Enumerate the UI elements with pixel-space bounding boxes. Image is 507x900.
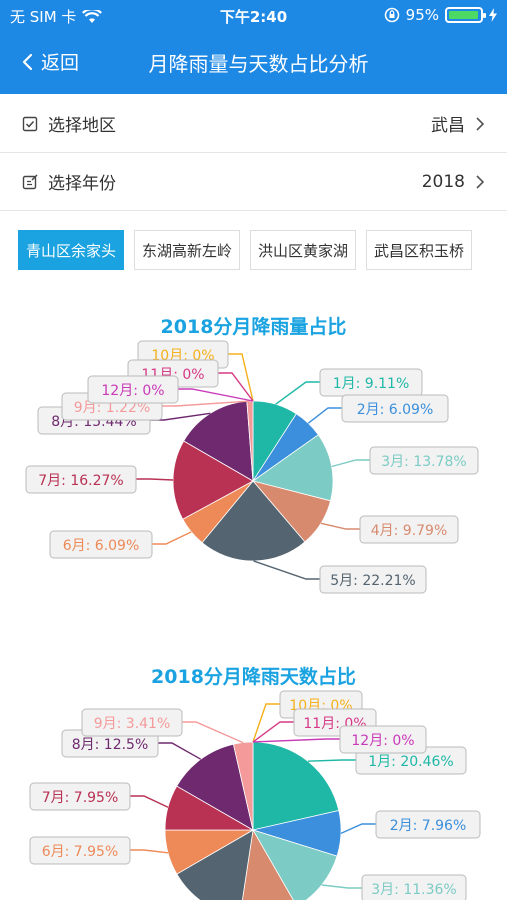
status-time: 下午2:40 xyxy=(219,8,288,26)
tab-station-4[interactable]: 武昌区积玉桥 xyxy=(366,230,473,270)
label-line-2 xyxy=(340,823,376,835)
label-line-10 xyxy=(252,703,280,743)
label-line-12 xyxy=(178,388,254,402)
label-line-6 xyxy=(130,849,169,854)
slice-label-3: 3月: 13.78% xyxy=(381,454,466,470)
chart-title-rain-days: 2018分月降雨天数占比 xyxy=(151,666,356,688)
label-box-9 xyxy=(81,708,183,737)
label-box-5 xyxy=(319,565,427,594)
slice-label-2: 2月: 6.09% xyxy=(357,402,434,418)
label-box-12 xyxy=(87,375,179,404)
label-box-3 xyxy=(361,874,467,900)
charging-icon xyxy=(489,8,497,22)
rainfall-pie-chart: 1月: 9.11% 2月: 6.09% 3月: 13.78% 4月: 9.79% 5月:… xyxy=(25,340,479,594)
region-value: 武昌 xyxy=(431,116,465,136)
slice-label-1: 1月: 9.11% xyxy=(333,376,410,392)
page-title: 月降雨量与天数占比分析 xyxy=(148,52,369,76)
label-box-2 xyxy=(341,394,449,423)
slice-label-7: 7月: 7.95% xyxy=(42,790,119,806)
label-line-5 xyxy=(253,560,320,580)
label-line-11 xyxy=(218,372,254,402)
wifi-icon xyxy=(82,9,103,23)
pie-slice-7[interactable] xyxy=(172,440,254,520)
label-box-6 xyxy=(29,836,131,865)
nav-bar: 返回 月降雨量与天数占比分析 xyxy=(0,30,507,94)
label-box-3 xyxy=(369,446,479,475)
chevron-left-icon xyxy=(22,53,33,70)
slice-label-12: 12月: 0% xyxy=(351,733,414,749)
chevron-right-icon xyxy=(476,116,485,131)
year-label: 选择年份 xyxy=(48,174,116,194)
chevron-right-icon xyxy=(476,174,485,189)
battery-percent: 95% xyxy=(405,6,439,24)
label-line-11 xyxy=(252,721,294,743)
slice-label-7: 7月: 16.27% xyxy=(38,473,123,489)
status-right: 95% xyxy=(384,6,497,24)
label-line-1 xyxy=(275,381,320,405)
back-label: 返回 xyxy=(41,52,80,74)
tab-station-1[interactable]: 青山区余家头 xyxy=(18,230,125,270)
pie-slice-5[interactable] xyxy=(201,480,306,562)
pie-slice-8[interactable] xyxy=(176,743,254,831)
slice-label-9: 9月: 1.22% xyxy=(74,400,151,416)
label-line-3 xyxy=(331,459,370,468)
carrier-text: 无 SIM 卡 xyxy=(10,8,77,26)
slice-label-9: 9月: 3.41% xyxy=(94,716,171,732)
tab-station-2[interactable]: 东湖高新左岭 xyxy=(134,230,241,270)
label-box-6 xyxy=(49,530,153,559)
label-box-2 xyxy=(375,810,481,839)
orientation-lock-icon xyxy=(384,7,399,23)
label-line-9 xyxy=(182,721,244,744)
status-bar: 无 SIM 卡 下午2:40 95% xyxy=(0,0,507,30)
label-line-7 xyxy=(136,478,174,481)
label-box-12 xyxy=(339,725,427,754)
label-line-6 xyxy=(152,531,192,545)
back-button[interactable]: 返回 xyxy=(22,48,79,75)
checkbox-icon xyxy=(22,116,38,131)
edit-icon xyxy=(22,173,38,189)
label-box-7 xyxy=(25,465,137,494)
label-line-3 xyxy=(321,884,362,889)
slice-label-12: 12月: 0% xyxy=(101,383,164,399)
pie-slice-3[interactable] xyxy=(252,829,338,900)
label-box-4 xyxy=(359,515,459,544)
station-tabs: 青山区余家头 东湖高新左岭 洪山区黄家湖 武昌区积玉桥 xyxy=(18,230,473,270)
region-select-row[interactable]: 选择地区 武昌 xyxy=(0,95,507,153)
slice-label-3: 3月: 11.36% xyxy=(371,882,456,898)
slice-label-5: 5月: 22.21% xyxy=(330,573,415,589)
region-label: 选择地区 xyxy=(48,116,116,136)
slice-label-6: 6月: 6.09% xyxy=(63,538,140,554)
year-select-row[interactable]: 选择年份 2018 xyxy=(0,153,507,211)
pie-slice-3[interactable] xyxy=(252,434,334,502)
pie-slice-4[interactable] xyxy=(240,828,297,900)
tab-station-3[interactable]: 洪山区黄家湖 xyxy=(250,230,357,270)
slice-label-4: 4月: 9.79% xyxy=(371,523,448,539)
label-box-7 xyxy=(29,782,131,811)
battery-icon xyxy=(445,7,486,23)
label-line-8 xyxy=(158,742,202,760)
label-line-2 xyxy=(307,407,342,424)
slice-label-2: 2月: 7.96% xyxy=(390,818,467,834)
chart-title-rainfall: 2018分月降雨量占比 xyxy=(160,316,347,338)
rain-days-pie-chart: 1月: 20.46% 2月: 7.96% 3月: 11.36% 6月: 7.95% 7月… xyxy=(29,690,481,900)
label-line-4 xyxy=(320,522,360,530)
slice-label-1: 1月: 20.46% xyxy=(368,754,453,770)
label-line-9 xyxy=(162,400,250,407)
label-line-12 xyxy=(252,738,340,743)
label-line-10 xyxy=(228,353,254,402)
label-line-7 xyxy=(130,795,169,808)
label-line-1 xyxy=(307,759,356,762)
battery-fill xyxy=(449,11,478,19)
pie-slice-5[interactable] xyxy=(176,829,254,900)
slice-label-8: 8月: 12.5% xyxy=(72,737,149,753)
status-left: 无 SIM 卡 xyxy=(10,6,103,27)
slice-label-6: 6月: 7.95% xyxy=(42,844,119,860)
pie-slice-9[interactable] xyxy=(232,741,254,831)
year-value: 2018 xyxy=(421,171,465,192)
